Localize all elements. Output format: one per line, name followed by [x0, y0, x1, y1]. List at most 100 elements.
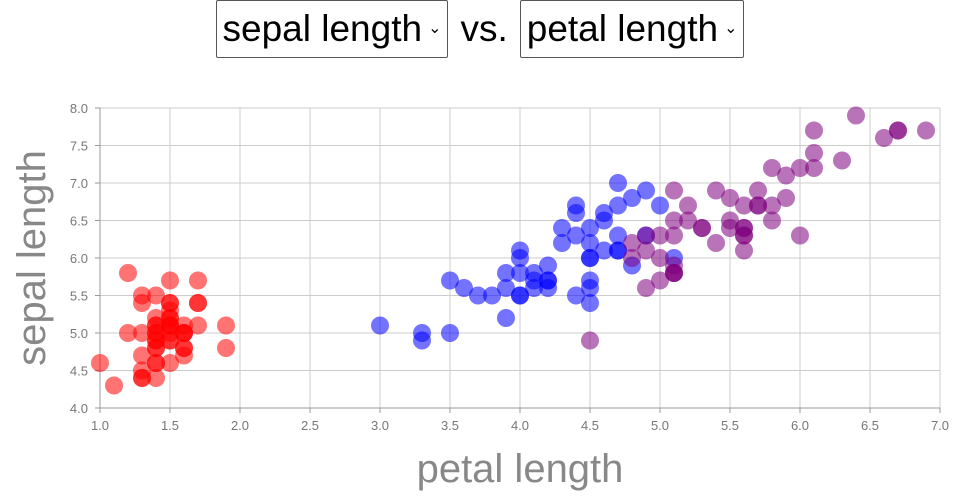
data-point — [833, 151, 851, 170]
data-point — [777, 189, 795, 207]
data-point — [735, 196, 753, 215]
y-tick-label: 5.5 — [70, 289, 88, 304]
x-tick-label: 5.5 — [721, 418, 739, 433]
data-point — [637, 181, 655, 200]
data-point — [553, 219, 571, 237]
data-point — [917, 121, 935, 140]
data-point — [455, 279, 473, 297]
data-point — [609, 241, 627, 260]
header: sepal length ⌄ vs. petal length ⌄ — [0, 0, 960, 60]
data-point — [805, 144, 823, 162]
data-point — [133, 369, 151, 387]
data-point — [665, 256, 683, 275]
data-point — [189, 271, 207, 290]
data-point — [665, 211, 683, 230]
data-point — [217, 339, 235, 357]
x-tick-label: 3.5 — [441, 418, 459, 433]
y-tick-label: 6.0 — [70, 251, 88, 266]
data-point — [189, 316, 207, 335]
y-tick-label: 4.5 — [70, 364, 88, 379]
x-tick-label: 7.0 — [931, 418, 949, 433]
data-point — [175, 339, 193, 357]
data-point — [371, 316, 389, 335]
data-point — [189, 294, 207, 312]
data-point — [665, 181, 683, 200]
x-tick-label: 6.0 — [791, 418, 809, 433]
data-point — [525, 271, 543, 290]
data-point — [637, 241, 655, 260]
data-point — [581, 279, 599, 297]
data-point — [623, 189, 641, 207]
data-point — [539, 256, 557, 275]
data-point — [497, 264, 515, 282]
data-point — [777, 166, 795, 185]
y-tick-label: 6.5 — [70, 214, 88, 229]
data-point — [581, 331, 599, 350]
y-tick-label: 5.0 — [70, 326, 88, 341]
data-point — [539, 271, 557, 290]
data-point — [581, 234, 599, 252]
chevron-down-icon: ⌄ — [724, 20, 738, 37]
data-point — [609, 174, 627, 192]
data-point — [147, 339, 165, 357]
data-point — [161, 316, 179, 335]
data-point — [105, 376, 123, 395]
x-axis-select[interactable]: petal length ⌄ — [519, 0, 745, 58]
data-point — [441, 271, 459, 290]
data-point — [609, 226, 627, 245]
data-point — [161, 271, 179, 290]
x-tick-label: 4.0 — [511, 418, 529, 433]
data-point — [791, 226, 809, 245]
chevron-down-icon: ⌄ — [428, 20, 442, 37]
x-tick-label: 4.5 — [581, 418, 599, 433]
data-point — [749, 196, 767, 215]
data-points — [91, 106, 935, 395]
data-point — [567, 204, 585, 222]
data-point — [133, 346, 151, 365]
data-point — [847, 106, 865, 125]
data-point — [147, 369, 165, 387]
vs-label: vs. — [460, 8, 508, 49]
x-tick-label: 3.0 — [371, 418, 389, 433]
data-point — [721, 189, 739, 207]
x-tick-label: 2.5 — [301, 418, 319, 433]
data-point — [623, 234, 641, 252]
x-axis-label: petal length — [417, 447, 624, 491]
data-point — [413, 324, 431, 342]
y-tick-label: 8.0 — [70, 101, 88, 116]
data-point — [497, 309, 515, 327]
data-point — [721, 219, 739, 237]
data-point — [889, 121, 907, 140]
data-point — [623, 249, 641, 267]
data-point — [161, 331, 179, 350]
data-point — [651, 226, 669, 245]
data-point — [805, 121, 823, 140]
data-point — [581, 249, 599, 267]
data-point — [581, 219, 599, 237]
data-point — [581, 294, 599, 312]
data-point — [161, 354, 179, 372]
x-axis-select-value: petal length — [526, 8, 719, 49]
data-point — [637, 226, 655, 245]
data-point — [161, 301, 179, 320]
data-point — [651, 249, 669, 267]
y-axis-select[interactable]: sepal length ⌄ — [215, 0, 449, 58]
data-point — [147, 309, 165, 327]
data-point — [147, 286, 165, 305]
data-point — [707, 234, 725, 252]
x-tick-label: 1.5 — [161, 418, 179, 433]
data-point — [763, 196, 781, 215]
data-point — [693, 219, 711, 237]
data-point — [875, 129, 893, 147]
tick-labels: 1.0 1.5 2.0 2.5 3.0 3.5 4.0 4.5 5.0 5.5 6.0 6.5 7.0 4… — [70, 101, 949, 433]
x-tick-label: 2.0 — [231, 418, 249, 433]
data-point — [791, 159, 809, 177]
data-point — [595, 204, 613, 222]
data-point — [133, 324, 151, 342]
x-tick-label: 1.0 — [91, 418, 109, 433]
data-point — [511, 264, 529, 282]
data-point — [763, 211, 781, 230]
y-tick-label: 7.5 — [70, 139, 88, 154]
y-tick-label: 7.0 — [70, 176, 88, 191]
